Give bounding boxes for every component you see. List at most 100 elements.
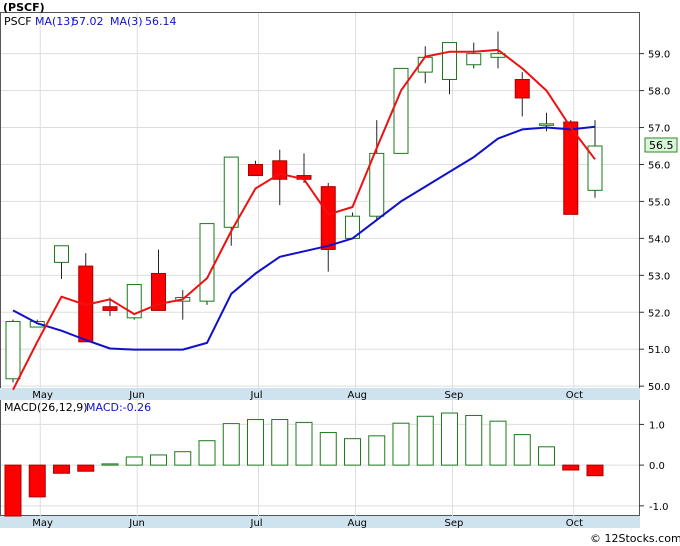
- macd-bar-positive: [295, 421, 313, 466]
- price-tick-label: 54.0: [648, 234, 670, 245]
- macd-bar-positive: [319, 432, 337, 466]
- candle-body: [54, 245, 69, 263]
- macd-x-tick-label: Sep: [445, 518, 464, 529]
- legend-ma13-label: MA(13): [35, 15, 75, 28]
- x-tick-label: Sep: [445, 390, 464, 401]
- price-tick-label: 56.0: [648, 160, 670, 171]
- candle-body: [587, 145, 603, 191]
- x-tick-label: May: [32, 390, 53, 401]
- ma13-line: [12, 125, 596, 351]
- macd-bar-positive: [441, 412, 458, 466]
- candle-up: [466, 42, 482, 69]
- macd-tick-label: 1.0: [649, 420, 665, 431]
- price-tick-label: 59.0: [648, 50, 670, 61]
- candle-down: [151, 249, 166, 311]
- legend-symbol: PSCF: [4, 15, 32, 28]
- candle-body: [393, 67, 409, 154]
- macd-tick-label: -1.0: [649, 502, 669, 513]
- macd-bar-positive: [368, 435, 386, 466]
- candle-body: [369, 152, 385, 217]
- candle-body: [320, 186, 336, 250]
- candle-body: [223, 156, 239, 228]
- macd-bar-negative: [53, 464, 70, 474]
- macd-bar-positive: [222, 423, 240, 466]
- candle-up: [345, 212, 360, 239]
- candle-body: [102, 306, 118, 311]
- macd-bar-negative: [77, 464, 95, 472]
- macd-x-tick-label: Oct: [566, 518, 583, 529]
- macd-bar-positive: [247, 419, 264, 466]
- macd-x-tick-label: Aug: [348, 518, 368, 529]
- candle-down: [78, 253, 94, 343]
- macd-bar-negative: [28, 464, 46, 498]
- macd-bar-positive: [125, 456, 143, 466]
- candle-up: [199, 223, 215, 305]
- price-tick-label: 52.0: [648, 308, 670, 319]
- candle-up: [126, 284, 142, 320]
- macd-histogram: [4, 412, 604, 517]
- candle-up: [223, 156, 239, 246]
- price-tick-label: 50.0: [648, 382, 670, 393]
- axis-labels: 50.0 51.0 52.0 53.0 54.0 55.0 56.0 57.0 58.0 59.0…: [32, 50, 670, 529]
- candle-body: [5, 320, 21, 380]
- price-x-axis-band: [0, 388, 640, 400]
- candle-body: [126, 284, 142, 319]
- macd-bar-positive: [538, 446, 555, 466]
- macd-legend-label: MACD(26,12,9): [4, 401, 88, 414]
- candle-down: [248, 160, 263, 177]
- candle-up: [393, 67, 409, 154]
- candle-body: [466, 53, 482, 66]
- candle-up: [587, 120, 603, 198]
- watermark: © 12Stocks.com: [590, 532, 680, 545]
- macd-bar-negative: [4, 464, 22, 517]
- ma3-line: [12, 50, 474, 391]
- legend-ma13-value: 57.02: [72, 15, 104, 28]
- candle-body: [442, 42, 457, 81]
- price-tick-label: 57.0: [648, 124, 670, 135]
- price-tick-label: 53.0: [648, 271, 670, 282]
- macd-bar-positive: [344, 438, 361, 466]
- macd-bar-positive: [174, 451, 192, 466]
- macd-bar-positive: [271, 419, 289, 466]
- candle-body: [539, 123, 554, 126]
- macd-bar-positive: [198, 440, 216, 466]
- macd-x-tick-label: May: [32, 518, 53, 529]
- x-tick-label: Jun: [128, 390, 145, 401]
- ma3-line-recent: [473, 48, 596, 160]
- price-tick-label: 55.0: [648, 197, 670, 208]
- candle-down: [514, 72, 530, 117]
- price-tick-label: 58.0: [648, 87, 670, 98]
- candle-up: [5, 319, 21, 383]
- candlesticks: [5, 31, 603, 383]
- macd-bar-positive: [489, 420, 507, 466]
- macd-x-tick-label: Jul: [250, 518, 263, 529]
- chart-title: (PSCF): [3, 1, 45, 14]
- last-price-tag: [644, 137, 678, 153]
- macd-bar-positive: [513, 434, 531, 466]
- price-tick-label: 51.0: [648, 345, 670, 356]
- candle-body: [248, 163, 263, 177]
- candle-body: [199, 223, 215, 302]
- candle-down: [563, 120, 579, 215]
- grid-lines: [1, 13, 639, 516]
- macd-bar-positive: [150, 454, 167, 466]
- macd-x-axis-band: [0, 516, 640, 528]
- macd-x-tick-label: Jun: [128, 518, 145, 529]
- candle-up: [369, 120, 385, 220]
- legend-ma3-value: 56.14: [145, 15, 177, 28]
- x-tick-label: Jul: [250, 390, 263, 401]
- macd-legend-value: MACD:-0.26: [86, 401, 151, 414]
- price-panel-frame: [0, 12, 640, 389]
- candle-down: [320, 182, 336, 272]
- x-tick-label: Oct: [566, 390, 583, 401]
- x-tick-label: Aug: [348, 390, 368, 401]
- macd-bar-negative: [586, 464, 604, 477]
- macd-bar-negative: [562, 464, 580, 471]
- macd-bar-positive: [465, 414, 483, 466]
- macd-bar-positive: [416, 415, 434, 466]
- candle-body: [563, 121, 579, 215]
- candle-up: [54, 245, 69, 280]
- moving-averages: [12, 48, 596, 391]
- macd-bar-positive: [392, 422, 410, 466]
